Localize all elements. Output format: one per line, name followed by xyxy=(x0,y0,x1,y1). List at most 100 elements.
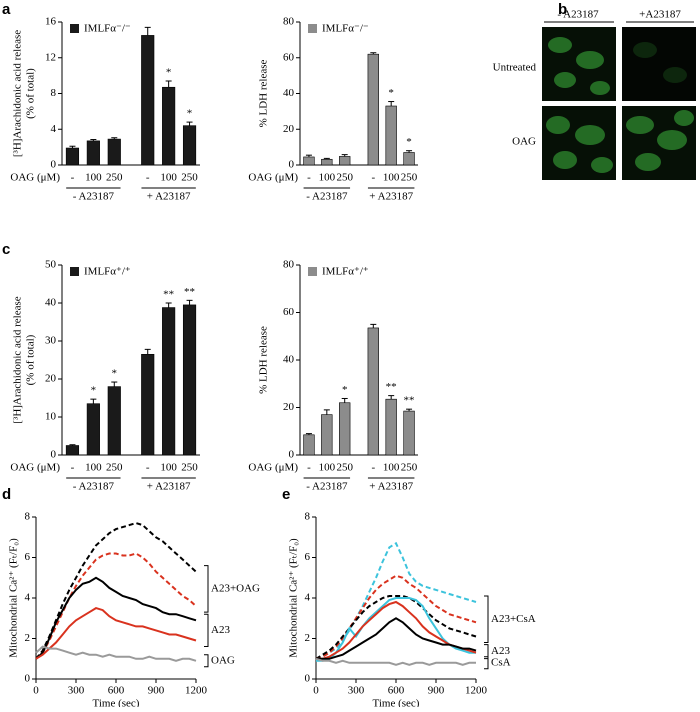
series-line xyxy=(315,574,477,660)
series-line xyxy=(35,645,197,662)
x-prefix: OAG (μM) xyxy=(248,462,298,474)
x-tick-label: - xyxy=(371,172,375,184)
x-tick-label: 250 xyxy=(401,462,418,474)
significance: ** xyxy=(184,286,195,298)
bar xyxy=(162,86,176,166)
error-bar xyxy=(323,157,330,160)
group-label: - A23187 xyxy=(73,481,115,493)
bar xyxy=(303,434,315,456)
bar xyxy=(86,140,100,166)
cells xyxy=(546,37,694,173)
y-axis-label: % LDH release xyxy=(258,59,270,127)
x-axis-label: Time (sec) xyxy=(93,698,140,707)
group-label: + A23187 xyxy=(369,481,413,493)
error-bar xyxy=(388,395,395,400)
x-tick-label: 1200 xyxy=(185,685,208,697)
micrograph-image xyxy=(622,27,696,101)
y-tick-label: 40 xyxy=(283,87,295,99)
y-tick-label: 60 xyxy=(283,51,295,63)
y-tick-label: 6 xyxy=(305,551,311,563)
x-tick-label: 300 xyxy=(68,685,85,697)
faint-cells xyxy=(633,42,687,83)
legend-swatch xyxy=(70,267,79,276)
error-bar xyxy=(186,121,193,126)
error-bar xyxy=(370,52,377,55)
bracket xyxy=(204,654,209,668)
x-tick-label: 100 xyxy=(383,462,400,474)
x-tick-label: 250 xyxy=(181,462,198,474)
error-bar xyxy=(90,139,97,141)
y-tick-label: 20 xyxy=(283,401,295,413)
x-tick-label: - xyxy=(371,462,375,474)
bar xyxy=(86,403,100,456)
series-line xyxy=(35,552,197,660)
x-tick-label: 250 xyxy=(106,172,123,184)
x-tick-label: - xyxy=(307,462,311,474)
x-tick-label: 0 xyxy=(313,685,319,697)
error-bar xyxy=(406,408,413,412)
panel-label: c xyxy=(2,241,10,258)
bar xyxy=(107,138,121,166)
x-tick-label: 1200 xyxy=(465,685,488,697)
y-tick-label: 40 xyxy=(45,297,57,309)
series-line xyxy=(35,576,197,660)
error-bar xyxy=(111,137,118,140)
error-bar xyxy=(186,299,193,305)
group-label: - A23187 xyxy=(306,481,348,493)
bar xyxy=(182,304,197,456)
x-tick-label: 600 xyxy=(108,685,125,697)
legend-swatch xyxy=(308,24,317,33)
y-axis-label: (% of total) xyxy=(25,334,37,385)
y-axis-label: Mitochondrial Ca²⁺ (Fₜ/F₀) xyxy=(8,538,20,658)
series-line xyxy=(35,522,197,660)
x-tick-label: - xyxy=(71,172,75,184)
error-bar xyxy=(370,323,377,328)
y-tick-label: 60 xyxy=(283,306,295,318)
x-tick-label: 300 xyxy=(348,685,365,697)
x-tick-label: 0 xyxy=(33,685,39,697)
series-line xyxy=(315,595,477,660)
bar xyxy=(141,35,155,166)
panel-label: a xyxy=(2,1,11,18)
x-tick-label: 100 xyxy=(85,462,102,474)
x-tick-label: 900 xyxy=(428,685,445,697)
bar xyxy=(107,386,121,456)
bracket xyxy=(204,613,209,648)
significance: ** xyxy=(386,381,397,393)
y-tick-label: 4 xyxy=(51,123,57,135)
y-axis-label: Mitochondrial Ca²⁺ (Fₜ/F₀) xyxy=(288,538,300,658)
y-tick-label: 0 xyxy=(25,673,31,685)
y-tick-label: 8 xyxy=(51,87,57,99)
row-label: Untreated xyxy=(493,62,537,74)
x-tick-label: - xyxy=(71,462,75,474)
y-axis-label: (% of total) xyxy=(25,68,37,119)
y-tick-label: 0 xyxy=(289,449,295,461)
significance: ** xyxy=(404,395,415,407)
error-bar xyxy=(165,302,172,308)
x-tick-label: - xyxy=(146,172,150,184)
group-label: + A23187 xyxy=(147,191,191,203)
x-tick-label: 600 xyxy=(388,685,405,697)
legend-label: IMLFα⁺/⁺ xyxy=(84,266,131,278)
y-tick-label: 80 xyxy=(283,259,295,271)
panel-label: e xyxy=(282,486,290,503)
x-tick-label: 250 xyxy=(336,172,353,184)
y-tick-label: 8 xyxy=(305,511,311,523)
annotation: A23+CsA xyxy=(491,613,536,625)
bar xyxy=(339,156,351,166)
bar xyxy=(385,105,397,166)
significance: * xyxy=(388,87,394,99)
x-prefix: OAG (μM) xyxy=(248,172,298,184)
significance: * xyxy=(166,67,172,79)
row-label: OAG xyxy=(512,136,536,148)
legend-label: IMLFα⁻/⁻ xyxy=(84,23,131,35)
bracket xyxy=(484,644,489,660)
x-tick-label: 100 xyxy=(319,172,336,184)
bar xyxy=(303,156,315,166)
significance: * xyxy=(342,384,348,396)
significance: ** xyxy=(163,289,174,301)
column-label: +A23187 xyxy=(639,9,681,21)
error-bar xyxy=(305,154,312,157)
panel-label: d xyxy=(2,486,11,503)
